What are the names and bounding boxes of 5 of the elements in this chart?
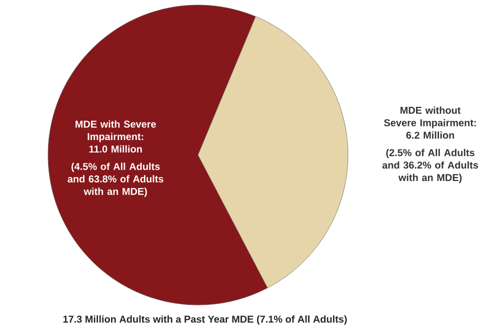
text: (4.5% of All Adults and 63.8% of Adults with an MDE) [68, 162, 164, 197]
slice-label: MDE without Severe Impairment: 6.2 Million [384, 106, 476, 139]
text: (2.5% of All Adults and 36.2% of Adults with an MDE) [382, 148, 478, 184]
slice-label: MDE with Severe Impairment: 11.0 Million [76, 120, 156, 153]
text: 17.3 Million Adults with a Past Year MDE (7.1% of All Adults) [63, 315, 347, 325]
